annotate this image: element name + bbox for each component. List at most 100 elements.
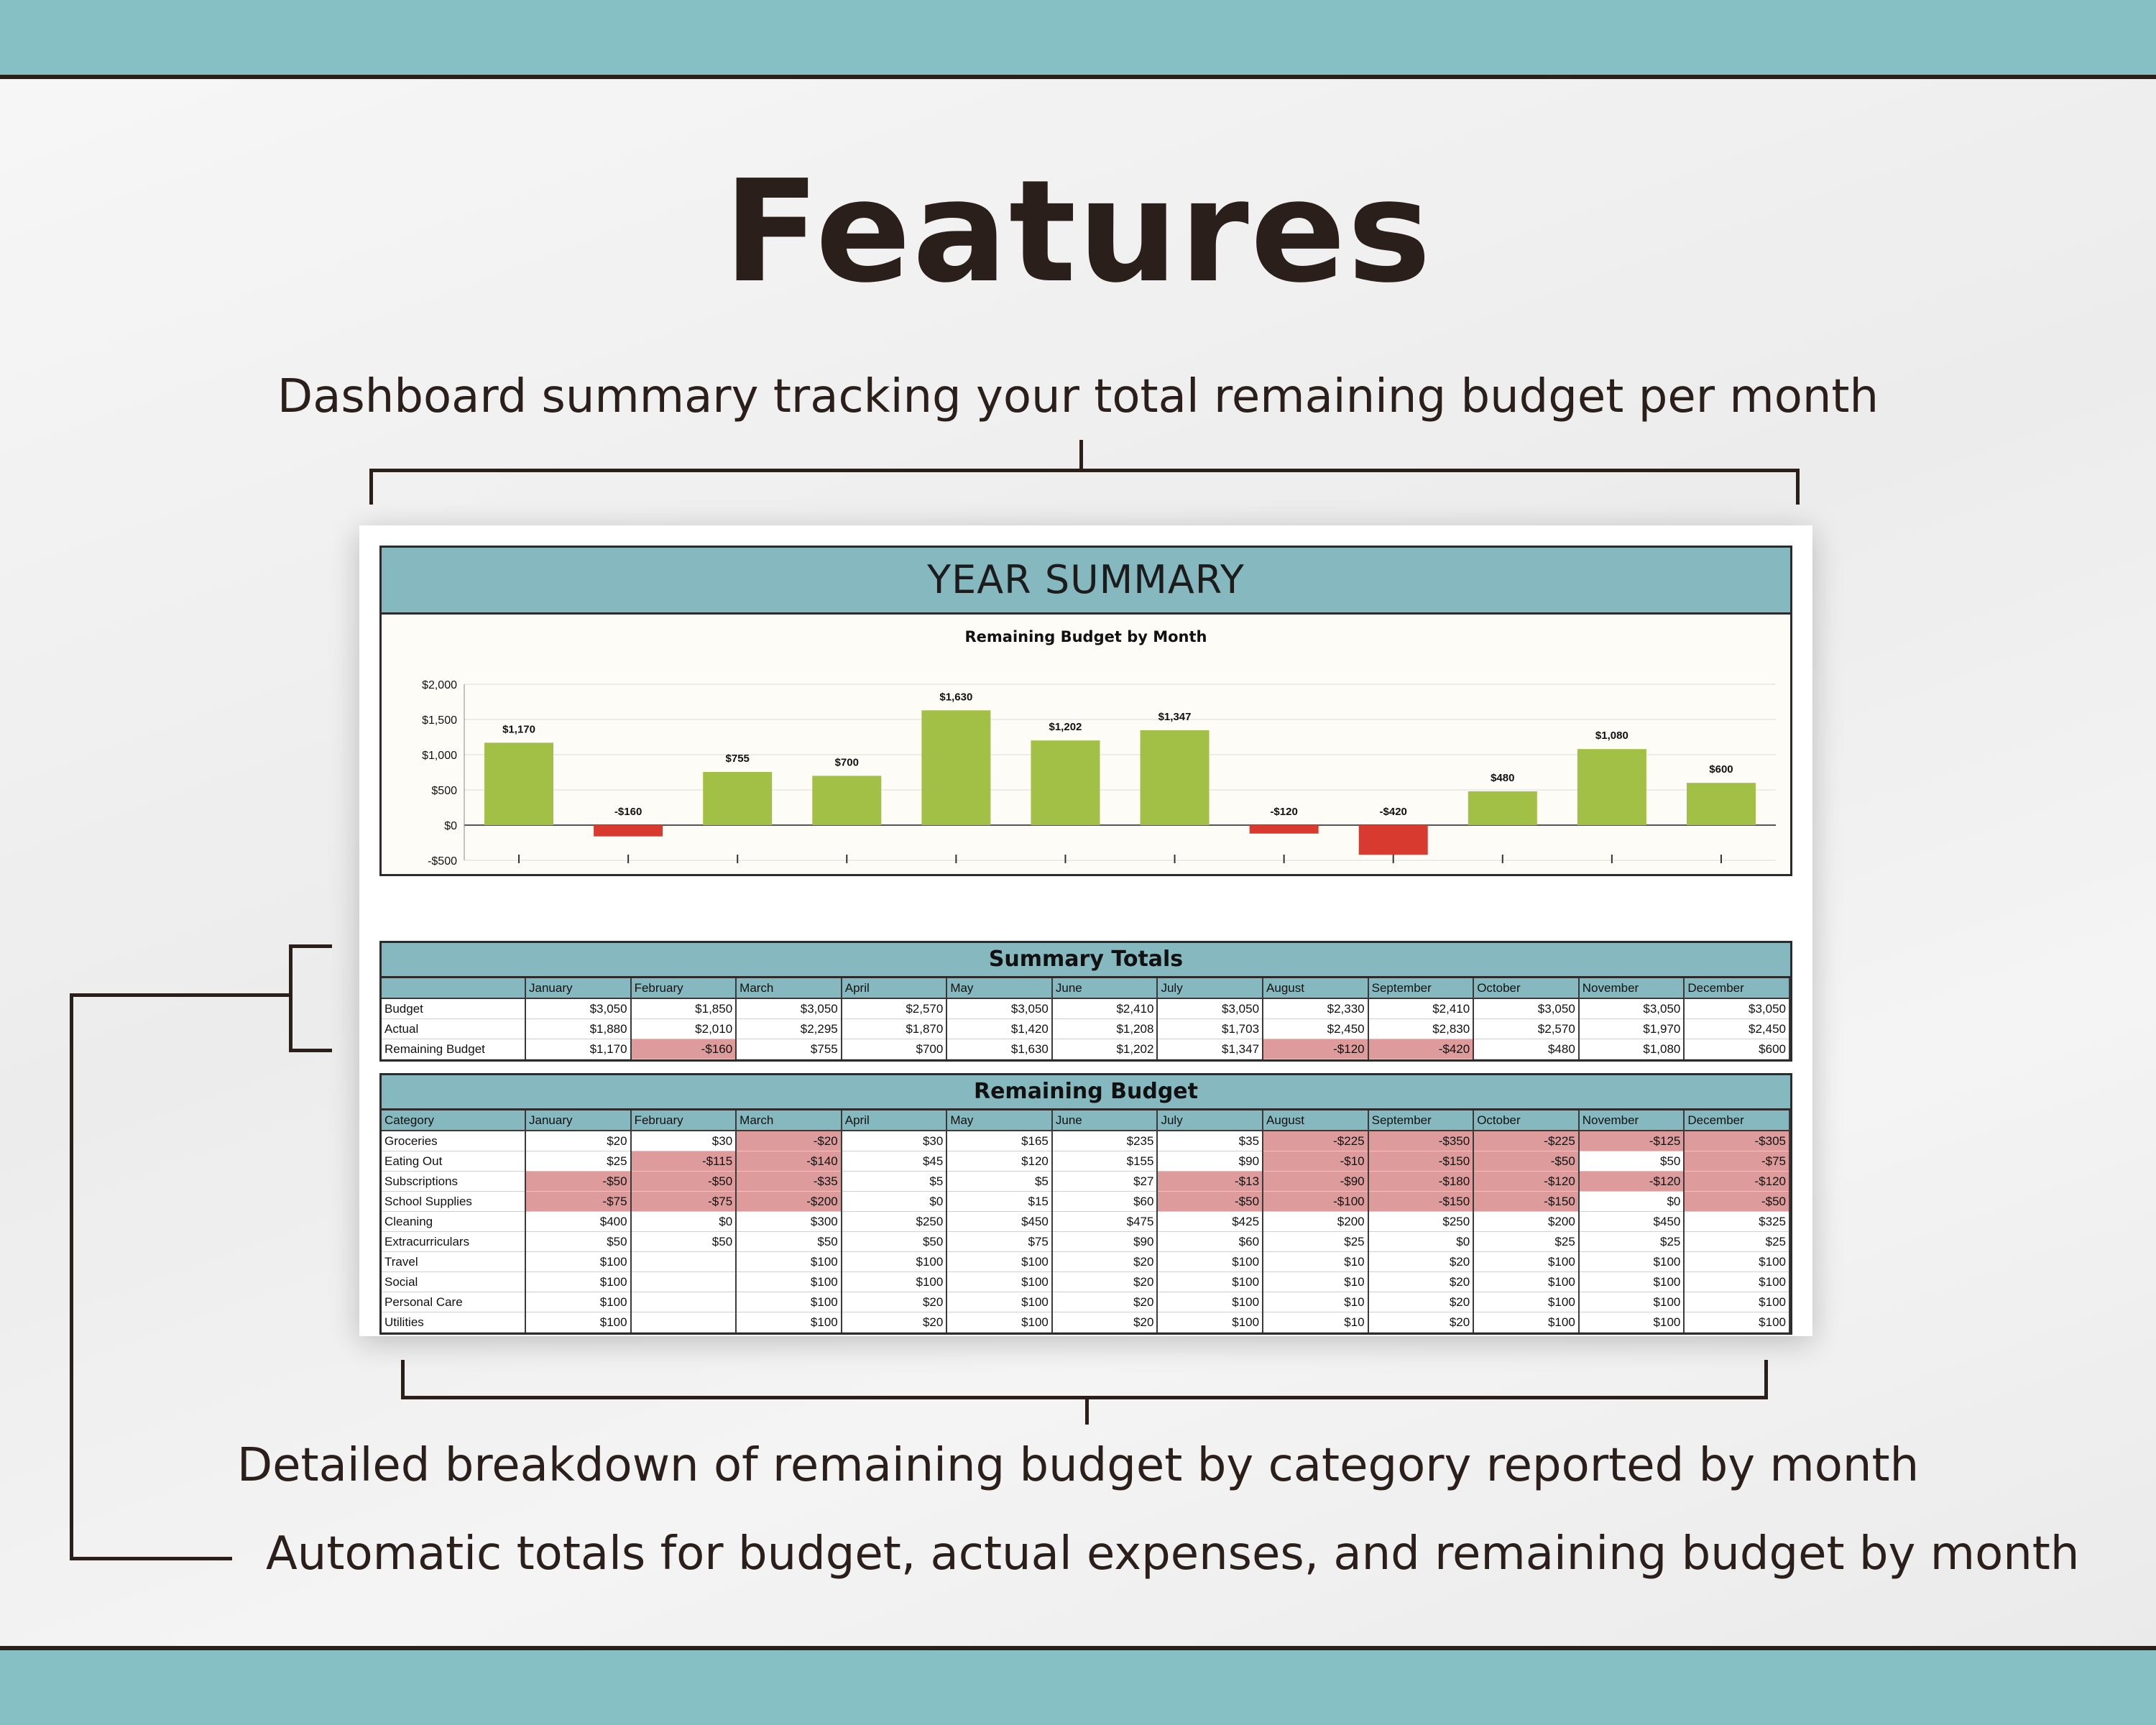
remaining-budget-header-cell: April xyxy=(841,1110,948,1131)
remaining-budget-cell: -$50 xyxy=(525,1171,632,1192)
remaining-budget-cell: $100 xyxy=(1473,1251,1580,1272)
remaining-budget-cell xyxy=(630,1251,737,1272)
remaining-budget-cell: $60 xyxy=(1157,1231,1264,1252)
remaining-budget-table: Category January February March April May June… xyxy=(382,1110,1790,1333)
summary-totals-cell: $2,410 xyxy=(1051,998,1158,1019)
bracket-left-bottom xyxy=(289,1049,332,1052)
remaining-budget-cell: $50 xyxy=(841,1231,948,1252)
remaining-budget-cell: $100 xyxy=(1473,1271,1580,1292)
x-tick-label: January xyxy=(487,870,524,871)
remaining-budget-cell: $60 xyxy=(1051,1191,1158,1212)
remaining-budget-cell: $100 xyxy=(1578,1271,1685,1292)
y-tick-label: -$500 xyxy=(428,855,457,868)
remaining-budget-header-cell: May xyxy=(946,1110,1053,1131)
remaining-budget-cell: $100 xyxy=(1578,1251,1685,1272)
remaining-budget-cell: -$120 xyxy=(1473,1171,1580,1192)
data-label: $480 xyxy=(1491,772,1514,784)
remaining-budget-cell: $0 xyxy=(630,1211,737,1232)
data-label: -$160 xyxy=(614,806,642,818)
summary-totals-cell: $3,050 xyxy=(736,998,842,1019)
bar-may xyxy=(921,710,991,825)
summary-totals-row: Budget $3,050 $1,850 $3,050 $2,570 $3,050 $2,4… xyxy=(382,998,1790,1019)
bracket-bottom-stem xyxy=(1085,1396,1089,1425)
remaining-budget-cell: -$225 xyxy=(1473,1131,1580,1151)
summary-totals-cell: $1,970 xyxy=(1578,1018,1685,1039)
summary-totals-cell: $2,010 xyxy=(630,1018,737,1039)
summary-totals-cell: $3,050 xyxy=(525,998,632,1019)
remaining-budget-cell: $100 xyxy=(736,1251,842,1272)
year-summary-title: YEAR SUMMARY xyxy=(382,548,1790,615)
summary-totals-header-row: January February March April May June July Augu… xyxy=(382,978,1790,999)
top-band xyxy=(0,0,2156,79)
remaining-budget-cell: $450 xyxy=(946,1211,1053,1232)
summary-totals-cell: $1,170 xyxy=(525,1039,632,1059)
bar-july xyxy=(1140,730,1210,825)
bar-march xyxy=(703,772,773,825)
remaining-budget-cell: $25 xyxy=(1263,1231,1369,1252)
summary-totals-title: Summary Totals xyxy=(382,943,1790,978)
remaining-budget-cell: $155 xyxy=(1051,1151,1158,1172)
remaining-budget-cell: -$90 xyxy=(1263,1171,1369,1192)
remaining-budget-cell: -$350 xyxy=(1368,1131,1475,1151)
x-tick-label: April xyxy=(827,870,852,871)
remaining-budget-cell: -$150 xyxy=(1368,1191,1475,1212)
remaining-budget-cell: $250 xyxy=(1368,1211,1475,1232)
summary-totals-header-cell: April xyxy=(841,978,948,999)
bracket-bottom-bar xyxy=(401,1396,1768,1399)
summary-totals-row-label: Actual xyxy=(382,1018,526,1039)
remaining-budget-cell: $0 xyxy=(1578,1191,1685,1212)
page-headline: Features xyxy=(723,150,1433,314)
remaining-budget-cell xyxy=(630,1312,737,1333)
remaining-budget-row-label: Extracurriculars xyxy=(382,1231,526,1252)
remaining-budget-row: Eating Out $25 -$115 -$140 $45 $120 $155 $90 -$1… xyxy=(382,1151,1790,1172)
remaining-budget-cell: -$20 xyxy=(736,1131,842,1151)
remaining-budget-cell: $30 xyxy=(630,1131,737,1151)
summary-totals-cell: $1,202 xyxy=(1051,1039,1158,1059)
remaining-budget-cell: $25 xyxy=(525,1151,632,1172)
spreadsheet-preview: YEAR SUMMARY Remaining Budget by Month $… xyxy=(359,525,1812,1336)
remaining-budget-header-cell: Category xyxy=(382,1110,526,1131)
data-label: $1,080 xyxy=(1595,730,1628,742)
remaining-budget-row: Groceries $20 $30 -$20 $30 $165 $235 $35 -$225 -$… xyxy=(382,1131,1790,1151)
remaining-budget-row-label: Travel xyxy=(382,1251,526,1272)
remaining-budget-cell: $20 xyxy=(1051,1251,1158,1272)
caption-totals: Automatic totals for budget, actual expe… xyxy=(266,1527,2080,1581)
summary-totals-cell: $600 xyxy=(1684,1039,1790,1059)
summary-totals-cell: $1,630 xyxy=(946,1039,1053,1059)
bracket-bottom-right-tick xyxy=(1764,1360,1768,1399)
summary-totals-cell: $2,410 xyxy=(1368,998,1475,1019)
remaining-budget-row-label: Personal Care xyxy=(382,1292,526,1312)
remaining-budget-cell: $475 xyxy=(1051,1211,1158,1232)
remaining-budget-cell: $100 xyxy=(525,1271,632,1292)
summary-totals-header-cell: November xyxy=(1578,978,1685,999)
data-label: $1,347 xyxy=(1158,711,1192,723)
remaining-budget-cell: $5 xyxy=(841,1171,948,1192)
summary-totals-cell: $1,420 xyxy=(946,1018,1053,1039)
remaining-budget-cell: -$150 xyxy=(1368,1151,1475,1172)
remaining-budget-chart: $2,000 $1,500 $1,000 $500 $0 -$500 $1,170 Janua… xyxy=(422,679,1776,871)
bracket-top-right-tick xyxy=(1796,469,1800,505)
remaining-budget-cell: $100 xyxy=(946,1271,1053,1292)
remaining-budget-header-cell: March xyxy=(736,1110,842,1131)
remaining-budget-cell: $10 xyxy=(1263,1251,1369,1272)
summary-totals-cell: $3,050 xyxy=(946,998,1053,1019)
summary-totals-header-cell: December xyxy=(1684,978,1790,999)
remaining-budget-cell: -$13 xyxy=(1157,1171,1264,1192)
summary-totals-header-cell: October xyxy=(1473,978,1580,999)
summary-totals-cell: $3,050 xyxy=(1578,998,1685,1019)
remaining-budget-cell: -$35 xyxy=(736,1171,842,1192)
summary-totals-cell: $1,347 xyxy=(1157,1039,1264,1059)
summary-totals-cell: $3,050 xyxy=(1157,998,1264,1019)
summary-totals-cell: $755 xyxy=(736,1039,842,1059)
remaining-budget-cell: $250 xyxy=(841,1211,948,1232)
remaining-budget-row: Extracurriculars $50 $50 $50 $50 $75 $90 $60 $25… xyxy=(382,1231,1790,1252)
remaining-budget-cell: $100 xyxy=(1157,1312,1264,1333)
remaining-budget-cell: $50 xyxy=(1578,1151,1685,1172)
summary-totals-row: Actual $1,880 $2,010 $2,295 $1,870 $1,420 $1,2… xyxy=(382,1018,1790,1039)
y-tick-label: $2,000 xyxy=(422,679,457,691)
remaining-budget-row-label: Utilities xyxy=(382,1312,526,1333)
remaining-budget-cell: $0 xyxy=(1368,1231,1475,1252)
bracket-left-connector xyxy=(70,993,289,997)
data-label: $600 xyxy=(1709,763,1733,776)
remaining-budget-cell: $100 xyxy=(946,1292,1053,1312)
